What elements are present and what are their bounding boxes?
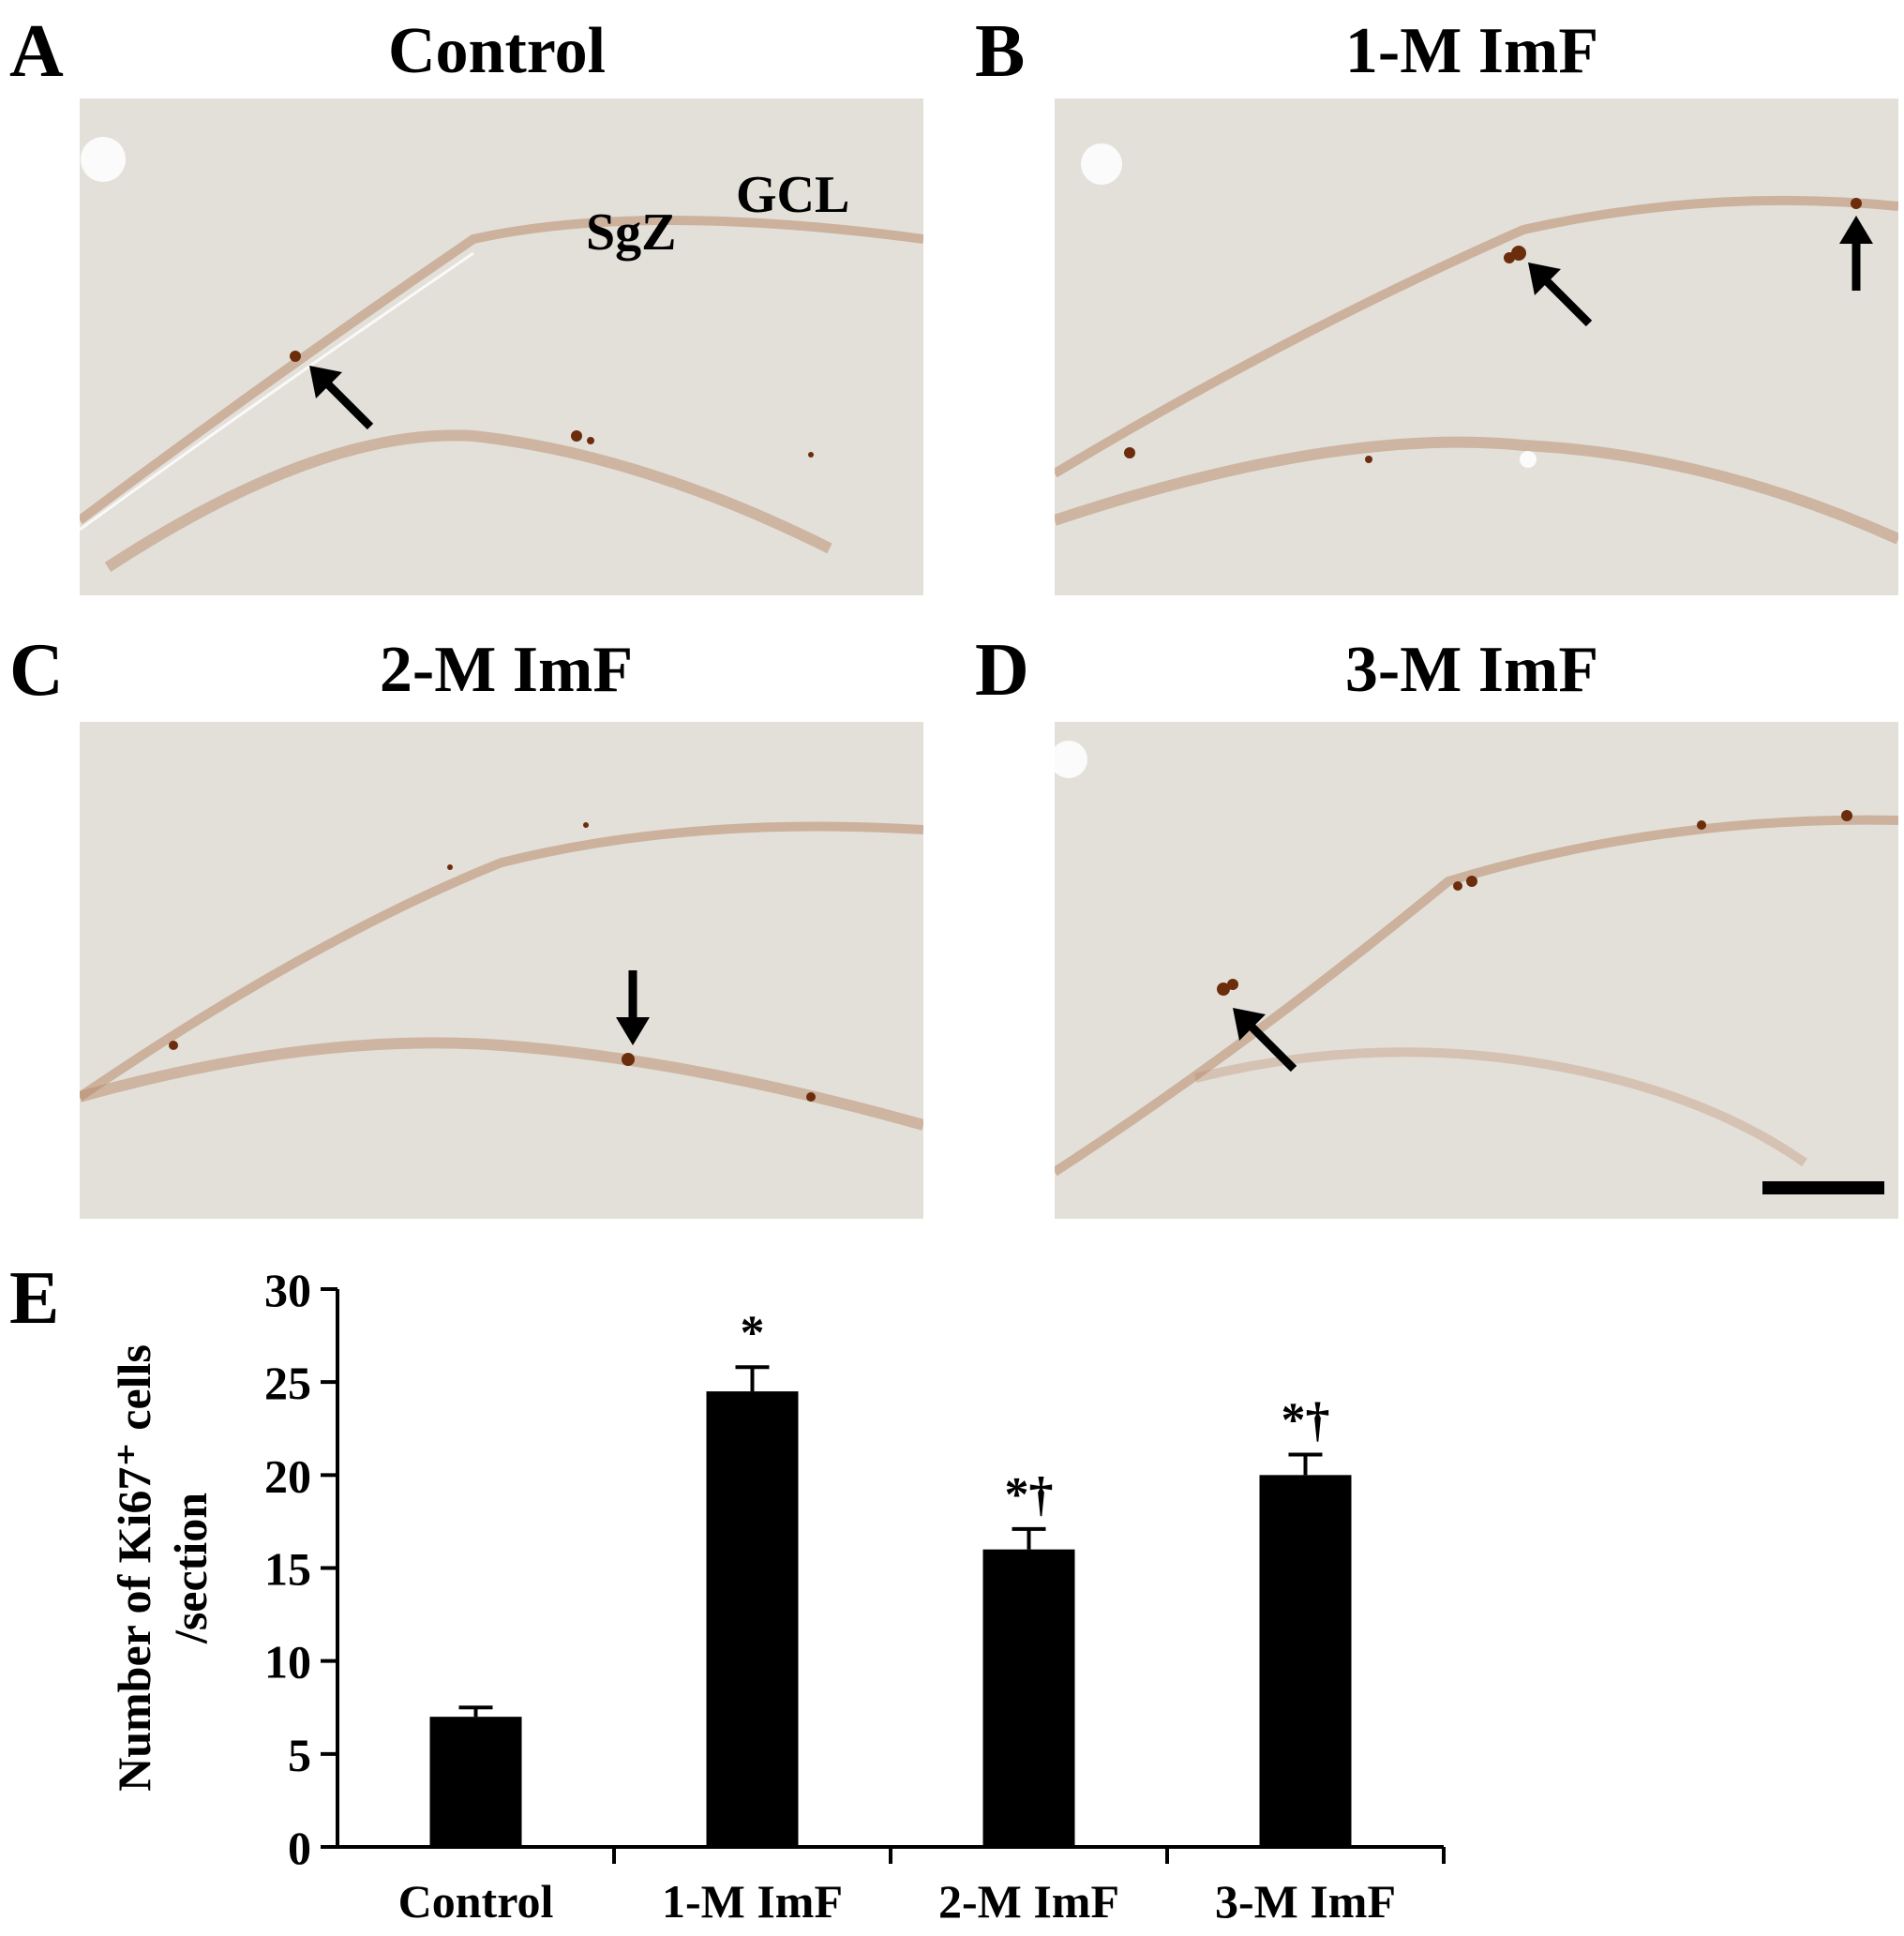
x-tick-label: 3-M ImF: [1215, 1875, 1396, 1928]
y-tick-label: 25: [264, 1357, 311, 1409]
panel-letter-b: B: [975, 10, 1026, 93]
gcl-label: GCL: [736, 166, 850, 224]
bar-1-m-imf: [706, 1391, 799, 1847]
micrograph-2m-imf: [80, 722, 923, 1219]
significance-label: *†: [1005, 1468, 1054, 1522]
micrograph-3m-imf: [1055, 722, 1898, 1219]
y-tick-label: 0: [288, 1822, 311, 1874]
bar-2-m-imf: [982, 1549, 1075, 1847]
y-axis-label: Number of Ki67⁺ cells: [108, 1344, 160, 1792]
y-tick-label: 20: [264, 1449, 311, 1502]
y-tick-label: 15: [264, 1543, 311, 1596]
panel-letter-a: A: [9, 10, 64, 93]
sgz-label: SgZ: [586, 203, 677, 262]
arrow-icon: [616, 970, 650, 1045]
significance-label: *: [741, 1306, 765, 1359]
panel-title-c: 2-M ImF: [379, 634, 634, 706]
panel-title-a: Control: [387, 15, 607, 87]
x-tick-label: 1-M ImF: [662, 1875, 843, 1928]
micrograph-control: SgZ GCL: [80, 98, 923, 595]
arrow-icon: [1839, 216, 1873, 291]
y-tick-label: 30: [264, 1264, 311, 1316]
panel-title-d: 3-M ImF: [1344, 634, 1599, 706]
panel-letter-c: C: [9, 629, 64, 712]
x-tick-label: 2-M ImF: [938, 1875, 1119, 1928]
panel-title-b: 1-M ImF: [1344, 15, 1599, 87]
y-tick-label: 10: [264, 1636, 311, 1688]
x-tick-label: Control: [398, 1875, 554, 1928]
ki67-bar-chart: 0 5 10 15 20 25 30 Number of Ki67⁺ cells/sectio…: [108, 1264, 1446, 1928]
bar-3-m-imf: [1259, 1475, 1352, 1847]
panel-letter-e: E: [9, 1257, 60, 1340]
significance-label: *†: [1282, 1394, 1330, 1448]
arrow-icon: [1528, 263, 1593, 327]
y-axis-label-line2: /section: [164, 1493, 217, 1644]
micrograph-1m-imf: [1055, 98, 1898, 595]
y-tick-label: 5: [288, 1729, 311, 1781]
bar-control: [429, 1717, 522, 1847]
arrow-icon: [1233, 1008, 1297, 1073]
arrow-icon: [309, 366, 374, 430]
panel-letter-d: D: [975, 629, 1029, 712]
